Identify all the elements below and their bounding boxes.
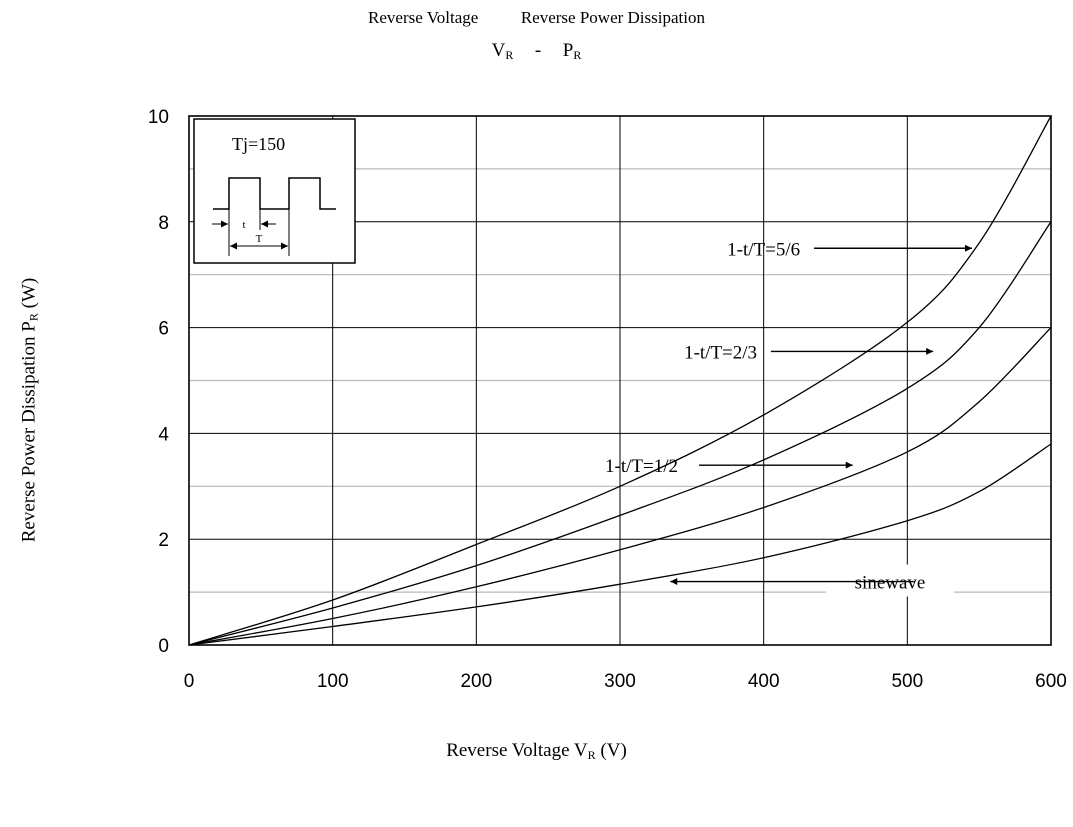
inset-box — [193, 118, 356, 264]
x-tick-label: 500 — [891, 671, 923, 692]
chart-title-line1: Reverse Voltage Reverse Power Dissipatio… — [0, 8, 1073, 28]
y-tick-label: 4 — [158, 424, 169, 445]
title-vr: VR — [491, 40, 514, 62]
annotation-label: sinewave — [855, 573, 926, 594]
annotation-label: 1-t/T=2/3 — [684, 342, 757, 363]
x-tick-label: 600 — [1035, 671, 1067, 692]
y-tick-label: 0 — [158, 636, 169, 657]
annotation-label: 1-t/T=5/6 — [727, 239, 800, 260]
annotation-label: 1-t/T=1/2 — [605, 456, 678, 477]
x-tick-label: 0 — [184, 671, 195, 692]
pulse-waveform — [213, 177, 336, 210]
title-reverse-voltage: Reverse Voltage — [368, 8, 479, 27]
title-reverse-power-dissipation: Reverse Power Dissipation — [520, 8, 705, 27]
title-pr: PR — [562, 40, 582, 62]
chart-title-line2: VR - PR — [0, 40, 1073, 63]
y-axis-title: Reverse Power Dissipation PR (W) — [18, 277, 41, 543]
pulse-t-label: t — [242, 219, 245, 231]
y-tick-label: 6 — [158, 319, 169, 340]
series-line — [188, 443, 1052, 646]
series-line — [188, 221, 1052, 646]
x-tick-label: 300 — [604, 671, 636, 692]
plot-frame — [188, 115, 1052, 646]
pulse-T-label: T — [256, 233, 263, 245]
x-axis-title: Reverse Voltage VR (V) — [446, 740, 627, 762]
y-tick-label: 2 — [158, 530, 169, 551]
title-sep: - — [534, 40, 542, 61]
y-tick-label: 10 — [148, 107, 169, 128]
series-line — [188, 327, 1052, 646]
label-background — [826, 564, 954, 597]
x-tick-label: 200 — [460, 671, 492, 692]
inset-label: Tj=150 — [232, 134, 285, 154]
x-tick-label: 100 — [317, 671, 349, 692]
series-line — [188, 115, 1052, 646]
x-tick-label: 400 — [748, 671, 780, 692]
y-tick-label: 8 — [158, 213, 169, 234]
